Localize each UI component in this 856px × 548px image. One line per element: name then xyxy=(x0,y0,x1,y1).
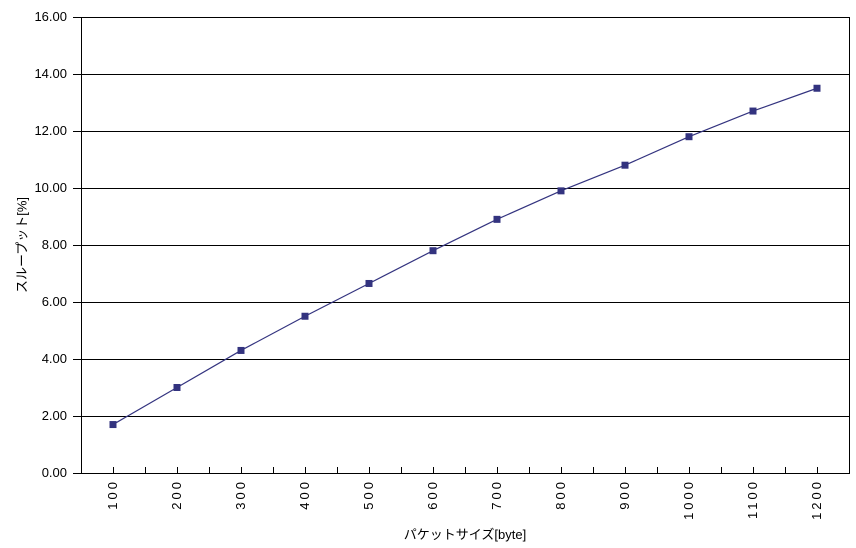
y-tick-label: 12.00 xyxy=(34,123,67,138)
x-tick-label: 100 xyxy=(105,479,120,510)
y-tick-label: 0.00 xyxy=(41,465,67,480)
x-tick-label: 1000 xyxy=(681,479,696,520)
x-tick-label: 1100 xyxy=(745,479,760,519)
data-point-marker xyxy=(365,279,373,287)
x-tick-label: 900 xyxy=(617,479,632,510)
data-point-marker xyxy=(237,346,245,354)
x-tick-label: 700 xyxy=(489,479,504,510)
y-axis-title: スループット[%] xyxy=(14,196,30,294)
y-tick-label: 6.00 xyxy=(41,294,67,309)
y-tick-label: 2.00 xyxy=(41,408,67,423)
x-tick-label: 300 xyxy=(233,479,248,510)
plot-border xyxy=(81,17,850,474)
data-point-marker xyxy=(109,421,117,429)
data-point-marker xyxy=(685,133,693,141)
x-tick-label: 500 xyxy=(361,479,376,510)
y-tick-label: 10.00 xyxy=(34,180,67,195)
y-tick-label: 8.00 xyxy=(41,237,67,252)
data-point-marker xyxy=(429,247,437,255)
x-tick-label: 600 xyxy=(425,479,440,510)
x-tick-label: 200 xyxy=(169,479,184,510)
data-point-marker xyxy=(173,384,181,391)
data-point-marker xyxy=(813,84,821,92)
series-line xyxy=(112,87,818,426)
y-tick-label: 14.00 xyxy=(34,66,67,81)
x-tick-label: 400 xyxy=(297,479,312,510)
x-tick-label: 800 xyxy=(553,479,568,510)
x-tick-label: 1200 xyxy=(809,479,824,520)
y-tick-label: 4.00 xyxy=(41,351,67,366)
data-point-marker xyxy=(301,312,309,320)
data-point-marker xyxy=(749,107,757,115)
data-point-marker xyxy=(493,215,501,223)
y-tick-label: 16.00 xyxy=(34,9,67,24)
x-axis-title: パケットサイズ[byte] xyxy=(403,527,527,542)
data-point-marker xyxy=(621,161,629,169)
data-point-marker xyxy=(557,187,565,195)
